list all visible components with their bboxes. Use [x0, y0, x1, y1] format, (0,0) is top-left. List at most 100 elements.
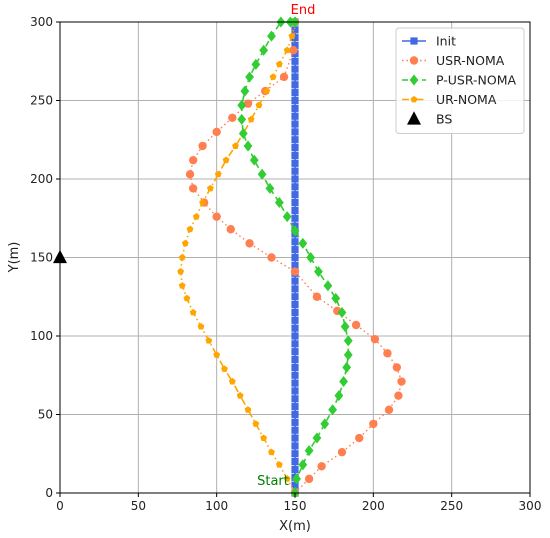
legend-marker	[410, 95, 418, 103]
legend-label: BS	[436, 112, 452, 127]
y-tick-label: 200	[30, 172, 53, 186]
data-point-init	[291, 379, 299, 387]
data-point-init	[291, 34, 299, 42]
data-point-ur-noma	[186, 225, 194, 233]
legend-marker	[409, 74, 419, 86]
x-axis-label: X(m)	[279, 519, 311, 534]
data-point-ur-noma	[247, 115, 255, 123]
data-point-init	[291, 308, 299, 317]
data-point-usr-noma	[290, 267, 300, 276]
data-point-p-usr-noma	[237, 99, 247, 111]
data-point-p-usr-noma	[257, 168, 267, 180]
annotation-end: End	[291, 3, 316, 18]
data-point-init	[291, 128, 299, 136]
legend-marker	[409, 56, 419, 65]
data-point-init	[291, 246, 299, 254]
data-point-init	[291, 355, 299, 364]
data-point-init	[291, 191, 299, 199]
data-point-usr-noma	[226, 225, 235, 234]
data-point-init	[291, 238, 299, 246]
legend-entry-p-usr-noma: P-USR-NOMA	[402, 73, 517, 88]
annotations: End Start	[257, 3, 315, 489]
data-point-init	[291, 481, 299, 489]
data-point-init	[291, 183, 299, 191]
data-point-usr-noma	[392, 363, 402, 372]
data-point-usr-noma	[267, 253, 276, 262]
data-point-init	[291, 403, 299, 411]
data-point-p-usr-noma	[343, 335, 353, 347]
legend-label: P-USR-NOMA	[436, 73, 517, 88]
data-point-p-usr-noma	[243, 140, 253, 152]
data-point-init	[291, 96, 299, 105]
data-point-init	[291, 285, 299, 293]
data-point-ur-noma	[199, 198, 206, 206]
data-point-init	[291, 340, 299, 348]
data-point-init	[291, 410, 299, 419]
data-point-p-usr-noma	[306, 252, 316, 263]
annotation-start: Start	[257, 474, 289, 489]
data-point-init	[291, 253, 299, 262]
data-point-init	[291, 465, 299, 474]
data-point-init	[291, 104, 299, 112]
data-point-ur-noma	[213, 351, 221, 358]
data-point-init	[291, 57, 299, 65]
data-point-ur-noma	[178, 282, 186, 289]
data-point-p-usr-noma	[328, 404, 337, 416]
y-tick-label: 100	[30, 329, 53, 343]
legend-entry-ur-noma: UR-NOMA	[402, 92, 497, 107]
data-point-ur-noma	[197, 322, 205, 330]
data-point-p-usr-noma	[249, 154, 259, 166]
data-point-p-usr-noma	[343, 349, 353, 361]
data-point-p-usr-noma	[339, 376, 348, 388]
data-point-ur-noma	[205, 337, 213, 344]
data-point-usr-noma	[383, 349, 392, 358]
data-point-p-usr-noma	[259, 44, 269, 56]
data-point-ur-noma	[252, 420, 260, 427]
x-tick-label: 200	[362, 499, 385, 513]
data-point-ur-noma	[283, 46, 291, 54]
data-point-init	[291, 26, 299, 34]
data-point-ur-noma	[206, 184, 214, 192]
x-tick-label: 100	[205, 499, 228, 513]
data-point-init	[291, 316, 299, 324]
data-point-p-usr-noma	[298, 459, 308, 471]
data-point-usr-noma	[188, 184, 198, 193]
data-point-usr-noma	[228, 113, 237, 122]
data-point-init	[291, 450, 299, 458]
data-point-init	[291, 442, 299, 450]
series-layer	[53, 16, 406, 499]
data-point-p-usr-noma	[282, 211, 292, 223]
legend-entry-usr-noma: USR-NOMA	[402, 53, 505, 68]
data-point-init	[291, 89, 299, 97]
data-point-usr-noma	[394, 391, 403, 400]
data-point-init	[291, 81, 299, 89]
data-point-usr-noma	[212, 127, 221, 137]
data-point-init	[291, 159, 299, 167]
y-tick-label: 250	[30, 94, 53, 108]
data-point-usr-noma	[384, 405, 394, 414]
data-point-init	[291, 418, 299, 426]
data-point-p-usr-noma	[304, 445, 314, 457]
data-point-init	[291, 65, 299, 73]
data-point-init	[291, 167, 299, 175]
legend-marker	[407, 111, 421, 125]
data-point-usr-noma	[188, 155, 198, 165]
data-point-p-usr-noma	[314, 266, 323, 278]
data-point-ur-noma	[283, 475, 291, 482]
data-point-p-usr-noma	[331, 292, 341, 304]
data-point-p-usr-noma	[290, 225, 300, 237]
data-point-usr-noma	[198, 141, 207, 151]
legend: Init USR-NOMA P-USR-NOMA UR-NOMA BS	[395, 27, 525, 134]
data-point-usr-noma	[337, 447, 347, 457]
data-point-usr-noma	[355, 433, 364, 443]
data-point-usr-noma	[304, 474, 314, 484]
data-point-usr-noma	[397, 377, 406, 386]
data-point-usr-noma	[243, 99, 253, 108]
data-point-usr-noma	[279, 72, 289, 82]
y-tick-label: 300	[30, 15, 53, 29]
data-point-ur-noma	[214, 170, 222, 178]
data-point-p-usr-noma	[245, 71, 254, 83]
legend-label: UR-NOMA	[436, 92, 497, 107]
data-point-ur-noma	[181, 239, 189, 247]
